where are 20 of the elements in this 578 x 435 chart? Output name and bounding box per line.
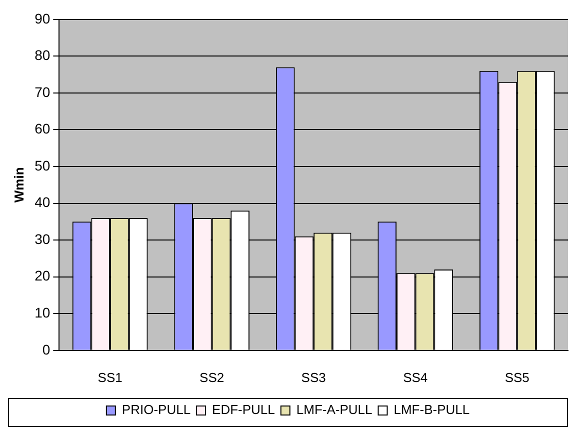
- y-axis-title: Wmin: [11, 167, 26, 203]
- x-tick-label: SS5: [504, 370, 530, 385]
- legend-label: LMF-A-PULL: [296, 402, 372, 418]
- x-tick-label: SS3: [301, 370, 326, 385]
- legend-label: PRIO-PULL: [122, 402, 191, 418]
- y-tick-label: 80: [34, 47, 50, 64]
- y-tick-label: 90: [34, 10, 50, 26]
- y-tick-label: 50: [34, 157, 50, 174]
- y-tick-label: 70: [34, 84, 50, 100]
- x-tick-label: SS1: [98, 370, 122, 385]
- y-tick-label: 0: [42, 341, 50, 358]
- x-tick-label: SS2: [200, 370, 224, 385]
- y-tick-label: 60: [34, 120, 50, 137]
- x-tick-label: SS4: [403, 370, 428, 385]
- y-tick-label: 20: [34, 268, 50, 284]
- legend-label: LMF-B-PULL: [394, 402, 470, 418]
- y-tick-label: 40: [34, 194, 50, 210]
- y-tick-label: 30: [34, 230, 50, 247]
- y-tick-label: 10: [34, 304, 50, 320]
- legend-label: EDF-PULL: [212, 402, 275, 418]
